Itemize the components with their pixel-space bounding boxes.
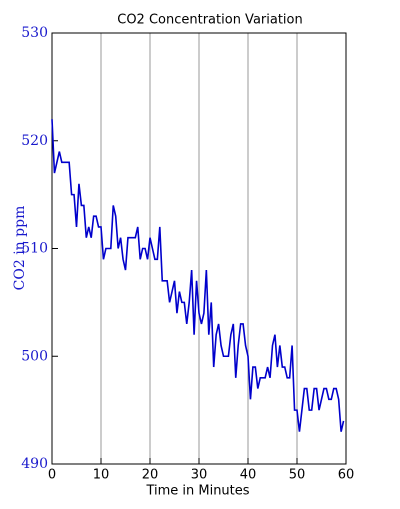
x-axis-label: Time in Minutes — [145, 484, 249, 499]
y-tick-label: 500 — [21, 348, 48, 364]
y-tick-label: 510 — [21, 241, 48, 257]
x-tick-label: 0 — [48, 468, 56, 483]
x-tick-label: 10 — [93, 468, 110, 483]
y-tick-label: 490 — [21, 456, 48, 472]
x-tick-label: 20 — [142, 468, 159, 483]
x-tick-label: 60 — [338, 468, 355, 483]
x-tick-label: 30 — [191, 468, 208, 483]
data-line — [51, 119, 345, 432]
y-tick-label: 530 — [21, 25, 48, 41]
chart-title: CO2 Concentration Variation — [117, 13, 303, 28]
x-tick-label: 40 — [240, 468, 257, 483]
plot-frame — [51, 32, 347, 465]
x-tick-label: 50 — [289, 468, 306, 483]
y-tick-label: 520 — [21, 133, 48, 149]
y-axis-label: CO2 in ppm — [12, 206, 28, 291]
